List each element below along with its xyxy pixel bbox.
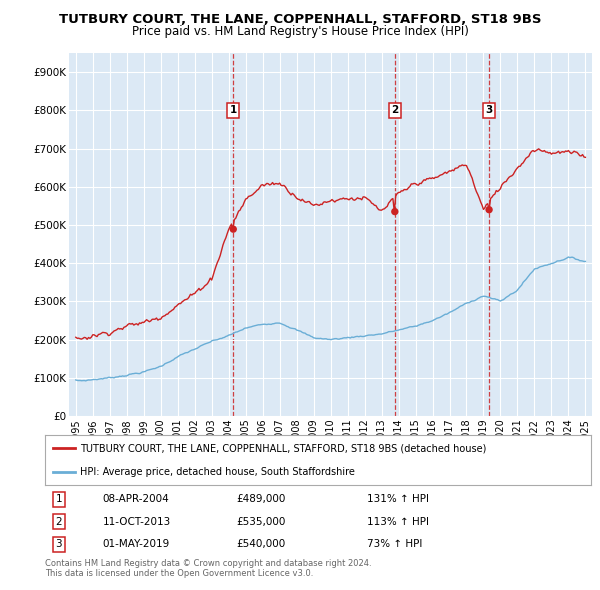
Point <box>484 205 494 214</box>
Text: 11-OCT-2013: 11-OCT-2013 <box>103 517 170 527</box>
Text: TUTBURY COURT, THE LANE, COPPENHALL, STAFFORD, ST18 9BS: TUTBURY COURT, THE LANE, COPPENHALL, STA… <box>59 13 541 26</box>
Text: TUTBURY COURT, THE LANE, COPPENHALL, STAFFORD, ST18 9BS (detached house): TUTBURY COURT, THE LANE, COPPENHALL, STA… <box>80 443 487 453</box>
Text: 01-MAY-2019: 01-MAY-2019 <box>103 539 170 549</box>
Point <box>390 207 400 217</box>
Text: 1: 1 <box>230 106 237 116</box>
Text: HPI: Average price, detached house, South Staffordshire: HPI: Average price, detached house, Sout… <box>80 467 355 477</box>
Text: 113% ↑ HPI: 113% ↑ HPI <box>367 517 429 527</box>
Text: Contains HM Land Registry data © Crown copyright and database right 2024.: Contains HM Land Registry data © Crown c… <box>45 559 371 568</box>
Text: £489,000: £489,000 <box>236 494 286 504</box>
Text: 73% ↑ HPI: 73% ↑ HPI <box>367 539 422 549</box>
Text: 1: 1 <box>55 494 62 504</box>
Text: Price paid vs. HM Land Registry's House Price Index (HPI): Price paid vs. HM Land Registry's House … <box>131 25 469 38</box>
Point <box>229 224 238 234</box>
Text: 2: 2 <box>55 517 62 527</box>
Text: 2: 2 <box>391 106 398 116</box>
Text: 3: 3 <box>485 106 493 116</box>
Text: 131% ↑ HPI: 131% ↑ HPI <box>367 494 429 504</box>
Text: This data is licensed under the Open Government Licence v3.0.: This data is licensed under the Open Gov… <box>45 569 313 578</box>
Text: £540,000: £540,000 <box>236 539 286 549</box>
Text: 08-APR-2004: 08-APR-2004 <box>103 494 169 504</box>
Text: £535,000: £535,000 <box>236 517 286 527</box>
Text: 3: 3 <box>55 539 62 549</box>
